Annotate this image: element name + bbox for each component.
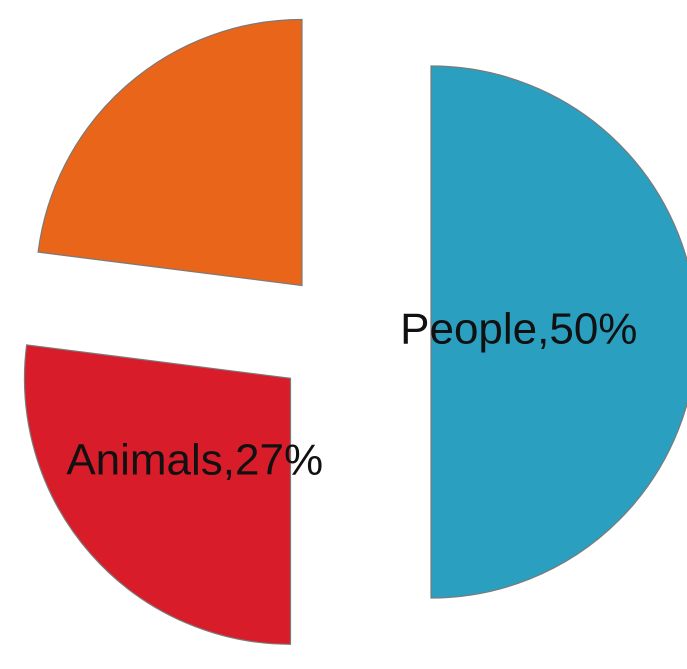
labels-layer: People,50% Animals,27%: [66, 305, 637, 485]
slices-layer: [23, 18, 687, 645]
pie-slice-animals: [23, 344, 292, 645]
pie-slice-people: [430, 65, 687, 599]
data-label-people: People,50%: [400, 305, 637, 354]
pie-slice-other: [37, 18, 303, 287]
data-label-animals: Animals,27%: [66, 435, 323, 484]
